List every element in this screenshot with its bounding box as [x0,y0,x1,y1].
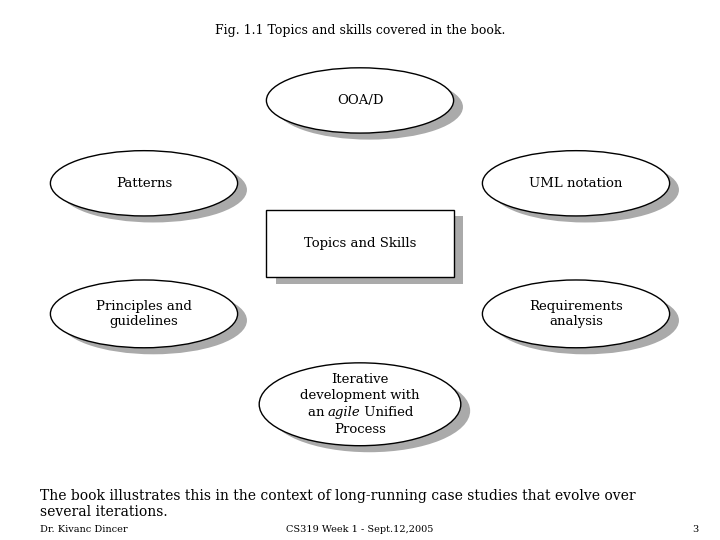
Text: Iterative: Iterative [331,373,389,386]
Ellipse shape [482,280,670,348]
Ellipse shape [276,75,463,140]
Text: Dr. Kivanc Dincer: Dr. Kivanc Dincer [40,524,127,534]
Ellipse shape [60,287,247,354]
Ellipse shape [50,280,238,348]
Text: Unified: Unified [360,406,413,419]
Text: Principles and
guidelines: Principles and guidelines [96,300,192,328]
Text: UML notation: UML notation [529,177,623,190]
Text: Patterns: Patterns [116,177,172,190]
Text: OOA/D: OOA/D [337,94,383,107]
Text: CS319 Week 1 - Sept.12,2005: CS319 Week 1 - Sept.12,2005 [287,524,433,534]
Ellipse shape [266,68,454,133]
Text: The book illustrates this in the context of long-running case studies that evolv: The book illustrates this in the context… [40,489,635,519]
Ellipse shape [269,369,470,452]
FancyBboxPatch shape [266,210,454,278]
Text: Requirements
analysis: Requirements analysis [529,300,623,328]
Text: agile: agile [328,406,360,419]
Text: development with: development with [300,389,420,402]
Ellipse shape [482,151,670,216]
Text: Process: Process [334,423,386,436]
Ellipse shape [259,363,461,445]
Text: Topics and Skills: Topics and Skills [304,237,416,250]
Ellipse shape [60,157,247,222]
Ellipse shape [492,157,679,222]
Text: an: an [308,406,329,419]
FancyBboxPatch shape [276,216,463,284]
Text: 3: 3 [692,524,698,534]
Ellipse shape [492,287,679,354]
Text: Fig. 1.1 Topics and skills covered in the book.: Fig. 1.1 Topics and skills covered in th… [215,24,505,37]
Ellipse shape [50,151,238,216]
